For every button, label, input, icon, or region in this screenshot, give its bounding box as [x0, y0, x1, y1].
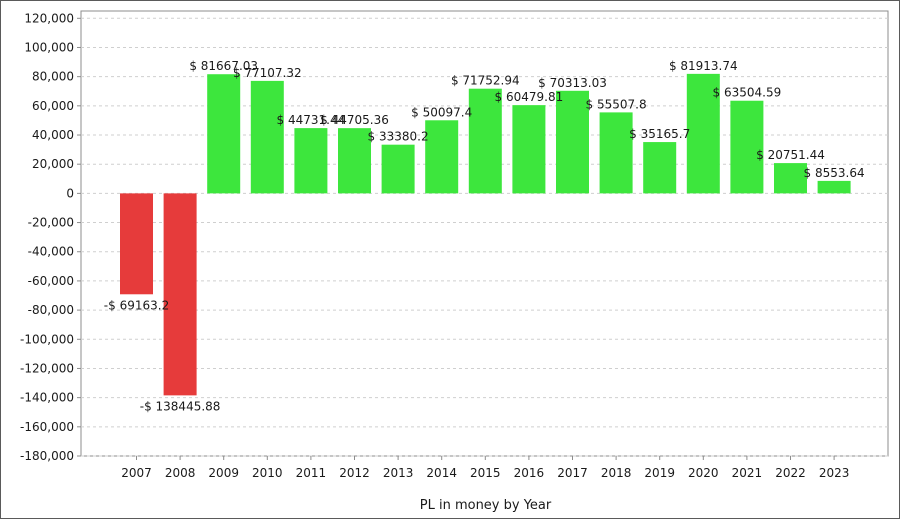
y-tick-label: -180,000 — [20, 449, 74, 463]
y-tick-label: 100,000 — [24, 40, 74, 54]
data-label: $ 77107.32 — [233, 66, 302, 80]
x-tick-label: 2007 — [121, 466, 152, 480]
data-label: $ 20751.44 — [756, 148, 825, 162]
y-tick-label: 80,000 — [32, 70, 74, 84]
data-label: $ 44705.36 — [320, 113, 389, 127]
y-tick-label: -40,000 — [28, 245, 74, 259]
x-tick-label: 2011 — [296, 466, 327, 480]
x-tick-label: 2016 — [514, 466, 545, 480]
x-axis: 2007 2008 2009 2010 2011 2012 2013 2014 2015 2016… — [121, 456, 849, 480]
y-tick-label: 120,000 — [24, 11, 74, 25]
bar — [643, 142, 677, 194]
bar — [817, 180, 851, 194]
x-tick-label: 2019 — [644, 466, 675, 480]
bar — [207, 74, 241, 194]
bar — [512, 105, 546, 194]
bar — [774, 163, 807, 194]
data-label: $ 33380.2 — [368, 130, 429, 144]
x-tick-label: 2020 — [688, 466, 719, 480]
x-tick-label: 2010 — [252, 466, 283, 480]
data-label: $ 81913.74 — [669, 59, 738, 73]
bar — [294, 128, 328, 194]
x-tick-label: 2023 — [819, 466, 850, 480]
x-tick-label: 2012 — [339, 466, 370, 480]
y-axis: 120,000 100,000 80,000 60,000 40,000 20,000 0 -… — [20, 11, 81, 463]
data-label: $ 55507.8 — [586, 97, 647, 111]
y-tick-label: -160,000 — [20, 420, 74, 434]
y-tick-label: 40,000 — [32, 128, 74, 142]
x-axis-title: PL in money by Year — [420, 498, 552, 513]
bar — [599, 112, 633, 194]
bar — [425, 120, 459, 194]
data-label: $ 60479.81 — [495, 90, 564, 104]
x-tick-label: 2013 — [383, 466, 414, 480]
y-tick-label: -20,000 — [28, 216, 74, 230]
y-tick-label: 0 — [66, 186, 74, 200]
data-label: -$ 69163.2 — [104, 298, 169, 312]
bar — [120, 193, 153, 295]
data-label: $ 8553.64 — [804, 166, 865, 180]
bar — [163, 193, 197, 396]
bar — [250, 80, 284, 194]
y-tick-label: -120,000 — [20, 361, 74, 375]
x-tick-label: 2008 — [165, 466, 196, 480]
bar — [468, 88, 502, 194]
data-label: $ 44731.44 — [277, 113, 346, 127]
y-tick-label: -100,000 — [20, 332, 74, 346]
y-tick-label: -80,000 — [28, 303, 74, 317]
data-label: $ 63504.59 — [713, 86, 782, 100]
y-tick-label: 20,000 — [32, 157, 74, 171]
x-tick-label: 2017 — [557, 466, 588, 480]
data-label: $ 70313.03 — [538, 76, 607, 90]
data-label: $ 71752.94 — [451, 74, 520, 88]
data-labels: -$ 69163.2 -$ 138445.88 $ 81667.03$ 77107.… — [104, 59, 865, 414]
data-label: -$ 138445.88 — [140, 399, 221, 413]
x-tick-label: 2018 — [601, 466, 632, 480]
data-label: $ 35165.7 — [629, 127, 690, 141]
x-tick-label: 2009 — [208, 466, 239, 480]
y-tick-label: 60,000 — [32, 99, 74, 113]
y-tick-label: -60,000 — [28, 274, 74, 288]
x-tick-label: 2015 — [470, 466, 501, 480]
x-tick-label: 2014 — [426, 466, 457, 480]
y-tick-label: -140,000 — [20, 391, 74, 405]
bar — [381, 144, 415, 194]
bar — [686, 73, 720, 194]
data-label: $ 81667.03 — [189, 59, 258, 73]
data-label: $ 50097.4 — [411, 105, 472, 119]
bar — [730, 100, 764, 194]
bars — [120, 73, 851, 396]
x-tick-label: 2022 — [775, 466, 806, 480]
x-tick-label: 2021 — [732, 466, 763, 480]
bar — [338, 128, 371, 194]
bar — [556, 90, 589, 194]
